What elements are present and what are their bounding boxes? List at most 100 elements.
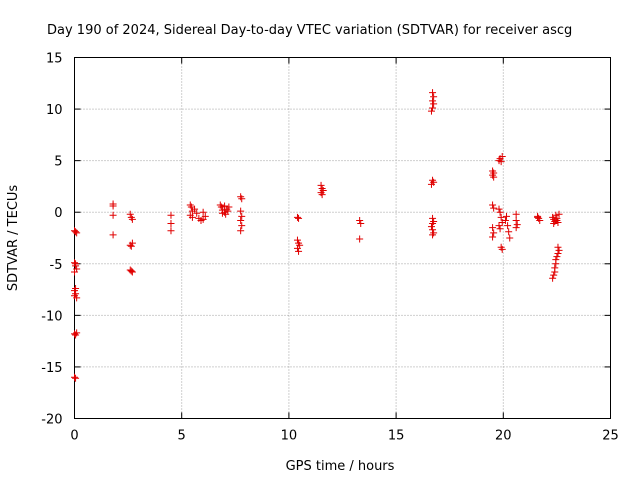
data-point-marker bbox=[427, 180, 435, 188]
data-point-marker bbox=[498, 153, 506, 161]
data-point-marker bbox=[429, 220, 437, 228]
x-axis-label: GPS time / hours bbox=[286, 459, 395, 474]
data-point-marker bbox=[497, 158, 505, 166]
data-point-marker bbox=[356, 216, 364, 224]
data-point-marker bbox=[356, 235, 364, 243]
data-point-marker bbox=[489, 233, 497, 241]
data-point-marker bbox=[317, 181, 325, 189]
data-point-marker bbox=[318, 191, 326, 199]
chart-title: Day 190 of 2024, Sidereal Day-to-day VTE… bbox=[47, 23, 572, 38]
y-tick-label: -10 bbox=[41, 309, 62, 324]
data-points bbox=[71, 89, 563, 382]
x-tick-label: 0 bbox=[70, 429, 78, 444]
data-point-marker bbox=[238, 195, 246, 203]
plot-frame bbox=[74, 57, 611, 419]
data-point-marker bbox=[505, 228, 513, 236]
data-point-marker bbox=[71, 259, 78, 267]
y-tick-label: -5 bbox=[50, 258, 63, 273]
data-point-marker bbox=[357, 220, 365, 228]
data-point-marker bbox=[555, 210, 563, 218]
data-point-marker bbox=[550, 220, 558, 228]
data-point-marker bbox=[429, 104, 437, 112]
data-point-marker bbox=[193, 209, 201, 217]
data-point-marker bbox=[225, 203, 233, 211]
data-point-marker bbox=[72, 260, 80, 268]
data-point-marker bbox=[534, 213, 542, 221]
data-point-marker bbox=[429, 89, 437, 97]
grid-lines bbox=[74, 57, 611, 419]
x-tick-label: 5 bbox=[178, 429, 186, 444]
data-point-marker bbox=[496, 208, 504, 216]
data-point-marker bbox=[199, 215, 207, 223]
data-point-marker bbox=[128, 268, 136, 276]
data-point-marker bbox=[293, 236, 301, 244]
data-point-marker bbox=[109, 202, 117, 210]
data-point-marker bbox=[167, 220, 175, 228]
data-point-marker bbox=[496, 225, 504, 233]
y-tick-label: 15 bbox=[46, 52, 63, 67]
y-tick-label: 5 bbox=[54, 155, 62, 170]
data-point-marker bbox=[238, 212, 246, 220]
data-point-marker bbox=[109, 231, 117, 239]
data-point-marker bbox=[552, 211, 560, 219]
data-point-marker bbox=[490, 204, 498, 212]
data-point-marker bbox=[512, 224, 520, 232]
data-point-marker bbox=[73, 229, 81, 237]
data-point-marker bbox=[218, 209, 226, 217]
data-point-marker bbox=[427, 223, 435, 231]
data-point-marker bbox=[224, 207, 232, 215]
data-point-marker bbox=[554, 249, 562, 257]
data-point-marker bbox=[489, 201, 497, 209]
data-point-marker bbox=[512, 210, 520, 218]
data-point-marker bbox=[513, 221, 521, 229]
data-point-marker bbox=[490, 173, 498, 181]
data-point-marker bbox=[429, 97, 437, 105]
data-point-marker bbox=[503, 212, 511, 220]
data-point-marker bbox=[504, 222, 512, 230]
data-point-marker bbox=[495, 222, 503, 230]
data-point-marker bbox=[495, 205, 503, 213]
data-point-marker bbox=[430, 93, 438, 101]
data-point-marker bbox=[237, 216, 245, 224]
data-point-marker bbox=[498, 245, 506, 253]
data-point-marker bbox=[293, 213, 301, 221]
data-point-marker bbox=[128, 215, 136, 223]
data-point-marker bbox=[72, 374, 80, 382]
data-point-marker bbox=[109, 211, 117, 219]
data-point-marker bbox=[549, 274, 557, 282]
data-point-marker bbox=[199, 208, 207, 216]
data-point-marker bbox=[512, 216, 520, 224]
y-tick-label: 10 bbox=[46, 103, 63, 118]
data-point-marker bbox=[430, 100, 438, 108]
data-point-marker bbox=[497, 213, 505, 221]
data-point-marker bbox=[72, 228, 80, 236]
data-point-marker bbox=[238, 222, 246, 230]
data-point-marker bbox=[295, 214, 303, 222]
data-point-marker bbox=[555, 246, 563, 254]
data-point-marker bbox=[128, 239, 136, 247]
data-point-marker bbox=[552, 256, 560, 264]
data-point-marker bbox=[551, 264, 559, 272]
data-point-marker bbox=[550, 271, 558, 279]
data-point-marker bbox=[167, 227, 175, 235]
data-point-marker bbox=[429, 231, 437, 239]
data-point-marker bbox=[295, 247, 303, 255]
y-tick-label: -20 bbox=[41, 413, 62, 428]
data-point-marker bbox=[73, 329, 81, 337]
data-point-marker bbox=[127, 267, 135, 275]
data-point-marker bbox=[237, 207, 245, 215]
data-point-marker bbox=[553, 253, 561, 261]
x-tick-label: 20 bbox=[495, 429, 512, 444]
x-tick-label: 25 bbox=[602, 429, 619, 444]
data-point-marker bbox=[427, 107, 435, 115]
data-point-marker bbox=[217, 203, 225, 211]
data-point-marker bbox=[490, 229, 498, 237]
data-point-marker bbox=[489, 224, 497, 232]
y-axis-ticks: 15 10 5 0 -5 -10 -15 -20 bbox=[41, 52, 611, 428]
x-tick-label: 10 bbox=[281, 429, 298, 444]
data-point-marker bbox=[127, 242, 135, 250]
y-tick-label: -15 bbox=[41, 361, 62, 376]
data-point-marker bbox=[188, 213, 196, 221]
data-point-marker bbox=[554, 243, 562, 251]
